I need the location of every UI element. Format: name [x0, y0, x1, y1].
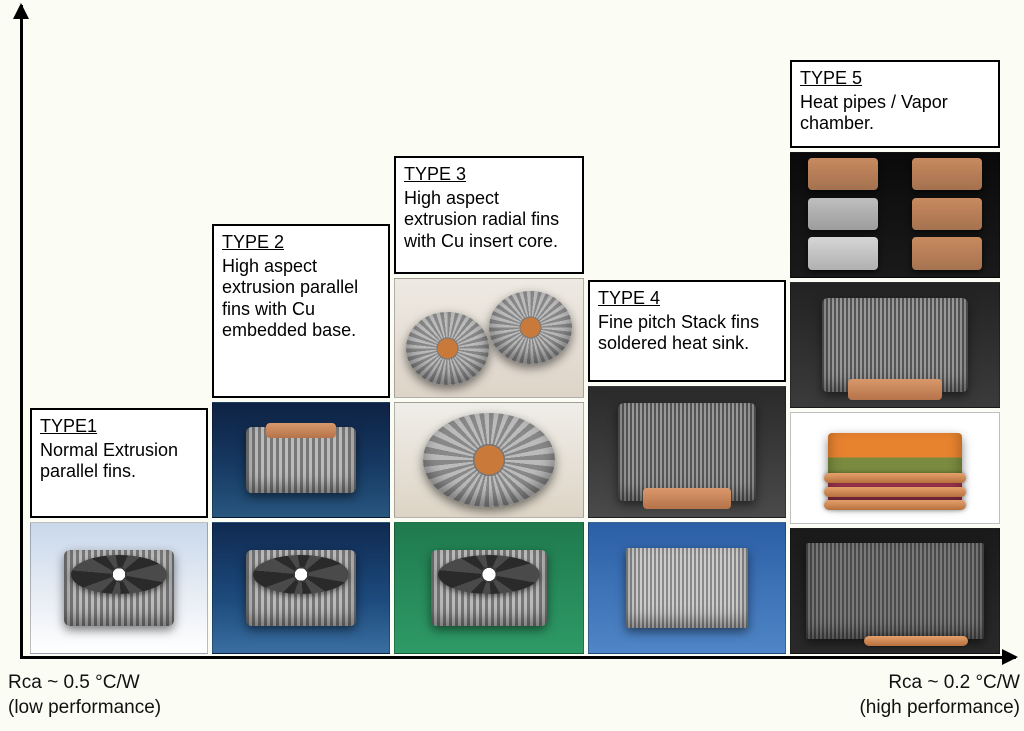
type1-desc: Normal Extrusion parallel fins. — [40, 440, 178, 482]
type5-image-0 — [790, 152, 1000, 278]
type4-desc: Fine pitch Stack fins soldered heat sink… — [598, 312, 759, 354]
column-type1: TYPE1Normal Extrusion parallel fins. — [30, 408, 208, 654]
type5-image-3 — [790, 528, 1000, 654]
x-right-line2: (high performance) — [859, 697, 1020, 718]
type3-image-2 — [394, 522, 584, 654]
type5-image-2 — [790, 412, 1000, 524]
x-axis-label-right: Rca ~ 0.2 °C/W (high performance) — [859, 670, 1020, 721]
type2-desc: High aspect extrusion parallel fins with… — [222, 256, 358, 341]
type5-title: TYPE 5 — [800, 68, 990, 90]
x-right-line1: Rca ~ 0.2 °C/W — [888, 672, 1020, 693]
type1-image-0 — [30, 522, 208, 654]
x-axis — [20, 656, 1016, 659]
type4-image-0 — [588, 386, 786, 518]
type1-label-box: TYPE1Normal Extrusion parallel fins. — [30, 408, 208, 518]
x-left-line2: (low performance) — [8, 697, 161, 718]
type5-image-1 — [790, 282, 1000, 408]
type3-label-box: TYPE 3High aspect extrusion radial fins … — [394, 156, 584, 274]
type4-label-box: TYPE 4Fine pitch Stack fins soldered hea… — [588, 280, 786, 382]
column-type5: TYPE 5Heat pipes / Vapor chamber. — [790, 60, 1000, 654]
type4-image-1 — [588, 522, 786, 654]
type2-image-0 — [212, 402, 390, 518]
type2-title: TYPE 2 — [222, 232, 380, 254]
type3-title: TYPE 3 — [404, 164, 574, 186]
type1-title: TYPE1 — [40, 416, 198, 438]
y-axis — [20, 5, 23, 659]
x-axis-label-left: Rca ~ 0.5 °C/W (low performance) — [8, 670, 161, 721]
type3-image-0 — [394, 278, 584, 398]
type2-image-1 — [212, 522, 390, 654]
x-left-line1: Rca ~ 0.5 °C/W — [8, 672, 140, 693]
column-type4: TYPE 4Fine pitch Stack fins soldered hea… — [588, 280, 786, 654]
column-type3: TYPE 3High aspect extrusion radial fins … — [394, 156, 584, 654]
type4-title: TYPE 4 — [598, 288, 776, 310]
type3-image-1 — [394, 402, 584, 518]
type3-desc: High aspect extrusion radial fins with C… — [404, 188, 559, 251]
type2-label-box: TYPE 2High aspect extrusion parallel fin… — [212, 224, 390, 398]
type5-desc: Heat pipes / Vapor chamber. — [800, 92, 948, 134]
column-type2: TYPE 2High aspect extrusion parallel fin… — [212, 224, 390, 654]
type5-label-box: TYPE 5Heat pipes / Vapor chamber. — [790, 60, 1000, 148]
